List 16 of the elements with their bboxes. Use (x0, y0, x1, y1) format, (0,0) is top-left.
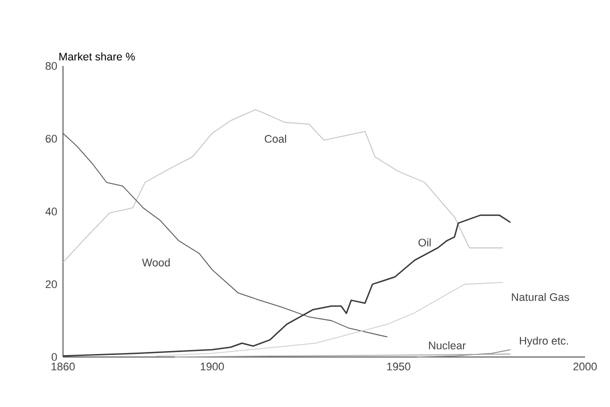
y-axis-title: Market share % (59, 52, 135, 60)
series-label: Wood (142, 258, 170, 266)
y-tick-label: 20 (46, 280, 57, 288)
y-tick-label: 40 (45, 208, 57, 216)
series-label: Hydro etc. (520, 336, 568, 347)
x-tick-label: 1900 (200, 362, 224, 370)
x-tick-label: 1950 (387, 362, 410, 370)
x-tick-label: 2000 (573, 362, 597, 370)
x-tick-label: 1860 (52, 362, 75, 370)
y-tick-label: 60 (46, 134, 57, 143)
series-label: Oil (418, 238, 431, 246)
series-label: Natural Gas (512, 292, 570, 302)
y-tick-label: 0 (52, 353, 57, 361)
series-label: Coal (264, 134, 286, 143)
y-tick-label: 80 (46, 62, 57, 70)
series-label: Nuclear (429, 341, 466, 350)
